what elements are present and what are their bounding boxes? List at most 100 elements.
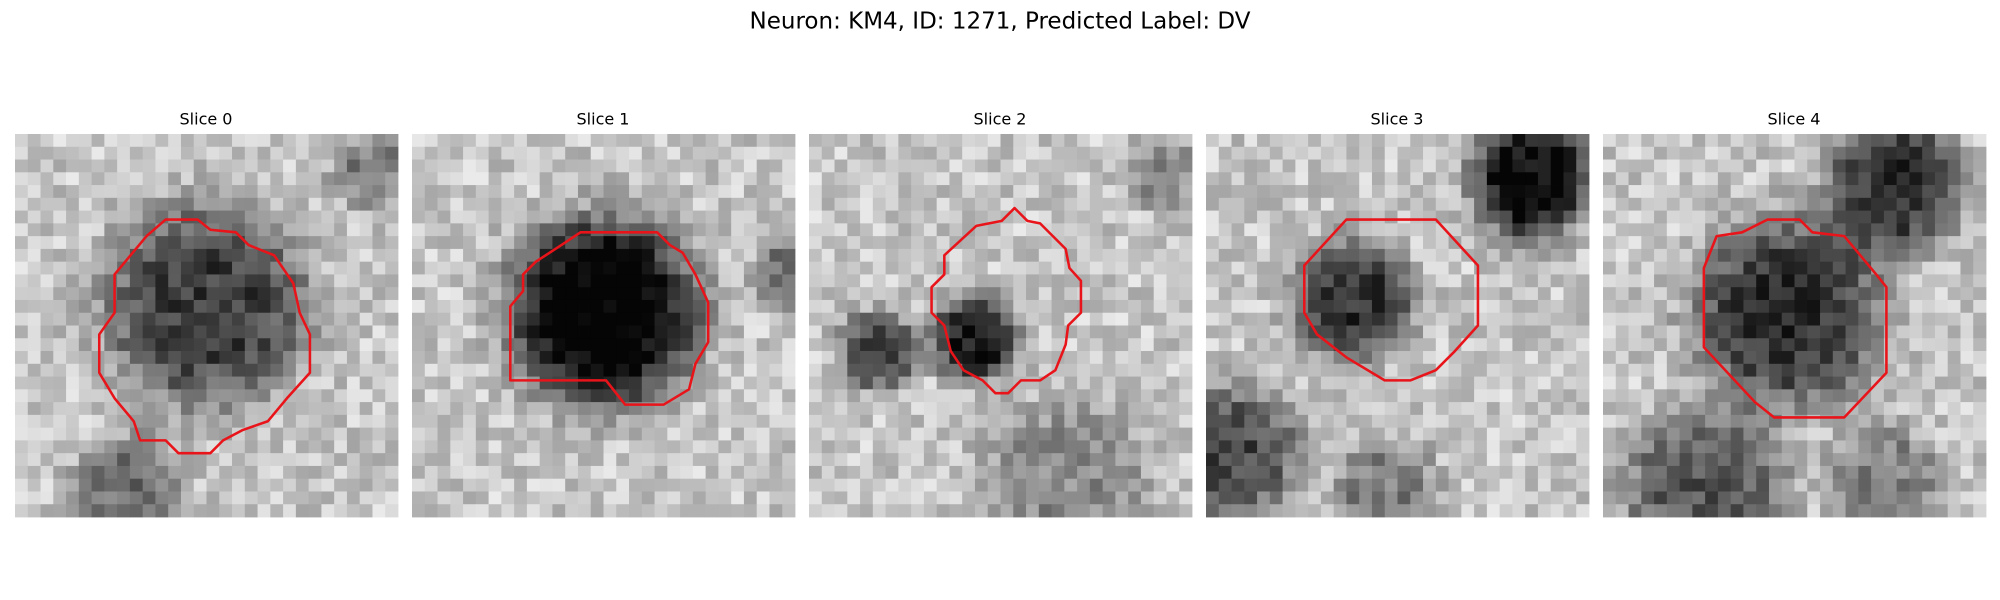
pixel	[731, 261, 745, 275]
pixel	[1295, 197, 1309, 211]
pixel	[1013, 351, 1027, 365]
pixel	[552, 440, 566, 454]
pixel	[1089, 465, 1104, 480]
pixel	[1832, 440, 1846, 454]
pixel	[1410, 223, 1424, 237]
pixel	[629, 440, 643, 454]
pixel	[1115, 351, 1129, 365]
pixel	[53, 287, 67, 301]
pixel	[193, 414, 207, 429]
pixel	[1717, 478, 1732, 492]
pixel	[1563, 248, 1577, 263]
pixel	[1486, 427, 1501, 441]
pixel	[1832, 197, 1846, 211]
pixel	[769, 312, 783, 326]
pixel	[860, 478, 874, 492]
pixel	[1781, 159, 1795, 173]
pixel	[1320, 376, 1335, 390]
pixel	[1282, 159, 1296, 173]
pixel	[949, 491, 963, 505]
pixel	[911, 465, 925, 480]
pixel	[667, 427, 681, 441]
pixel	[1051, 146, 1065, 160]
pixel	[1448, 159, 1462, 173]
pixel	[412, 376, 426, 390]
pixel	[232, 185, 246, 199]
pixel	[821, 159, 835, 173]
pixel	[1397, 504, 1411, 518]
pixel	[1244, 287, 1258, 301]
pixel	[488, 440, 502, 454]
pixel	[424, 402, 438, 416]
pixel	[962, 351, 976, 365]
pixel	[1934, 440, 1949, 454]
pixel	[412, 274, 426, 288]
pixel	[1641, 465, 1655, 480]
pixel	[974, 312, 989, 326]
pixel	[1320, 325, 1335, 339]
pixel	[1525, 376, 1539, 390]
pixel	[847, 363, 861, 377]
pixel	[1576, 159, 1590, 173]
pixel	[1320, 389, 1335, 403]
pixel	[1179, 414, 1193, 429]
pixel	[565, 210, 579, 224]
pixel	[155, 351, 169, 365]
pixel	[346, 236, 361, 250]
pixel	[680, 274, 694, 288]
pixel	[1666, 478, 1680, 492]
pixel	[1308, 210, 1322, 224]
pixel	[834, 402, 848, 416]
pixel	[1089, 210, 1104, 224]
pixel	[1909, 261, 1923, 275]
pixel	[1423, 248, 1437, 263]
pixel	[1282, 351, 1296, 365]
pixel	[1128, 134, 1142, 148]
pixel	[424, 197, 438, 211]
pixel	[488, 236, 502, 250]
pixel	[692, 146, 707, 160]
pixel	[1525, 159, 1539, 173]
pixel	[1218, 134, 1232, 148]
pixel	[424, 159, 438, 173]
pixel	[1384, 402, 1398, 416]
pixel	[1179, 376, 1193, 390]
pixel	[898, 299, 912, 314]
pixel	[1550, 453, 1564, 467]
pixel	[603, 210, 617, 224]
pixel	[565, 287, 579, 301]
pixel	[860, 261, 874, 275]
pixel	[1960, 363, 1974, 377]
pixel	[1346, 427, 1360, 441]
pixel	[1115, 427, 1129, 441]
pixel	[1423, 414, 1437, 429]
pixel	[1064, 185, 1078, 199]
pixel	[756, 478, 770, 492]
pixel	[552, 504, 566, 518]
pixel	[1922, 402, 1936, 416]
pixel	[359, 414, 373, 429]
pixel	[66, 236, 80, 250]
pixel	[412, 325, 426, 339]
pixel	[731, 134, 745, 148]
pixel	[437, 134, 451, 148]
pixel	[283, 376, 297, 390]
pixel	[514, 351, 528, 365]
pixel	[53, 351, 67, 365]
pixel	[66, 325, 80, 339]
pixel	[244, 134, 258, 148]
pixel	[1000, 440, 1014, 454]
pixel	[1384, 172, 1398, 186]
pixel	[1474, 197, 1488, 211]
pixel	[1244, 223, 1258, 237]
pixel	[372, 427, 386, 441]
pixel	[743, 210, 758, 224]
pixel	[1257, 210, 1271, 224]
pixel	[1115, 172, 1129, 186]
pixel	[104, 427, 118, 441]
pixel	[847, 299, 861, 314]
pixel	[1320, 491, 1335, 505]
pixel	[1692, 465, 1706, 480]
pixel	[911, 236, 925, 250]
pixel	[1333, 414, 1347, 429]
